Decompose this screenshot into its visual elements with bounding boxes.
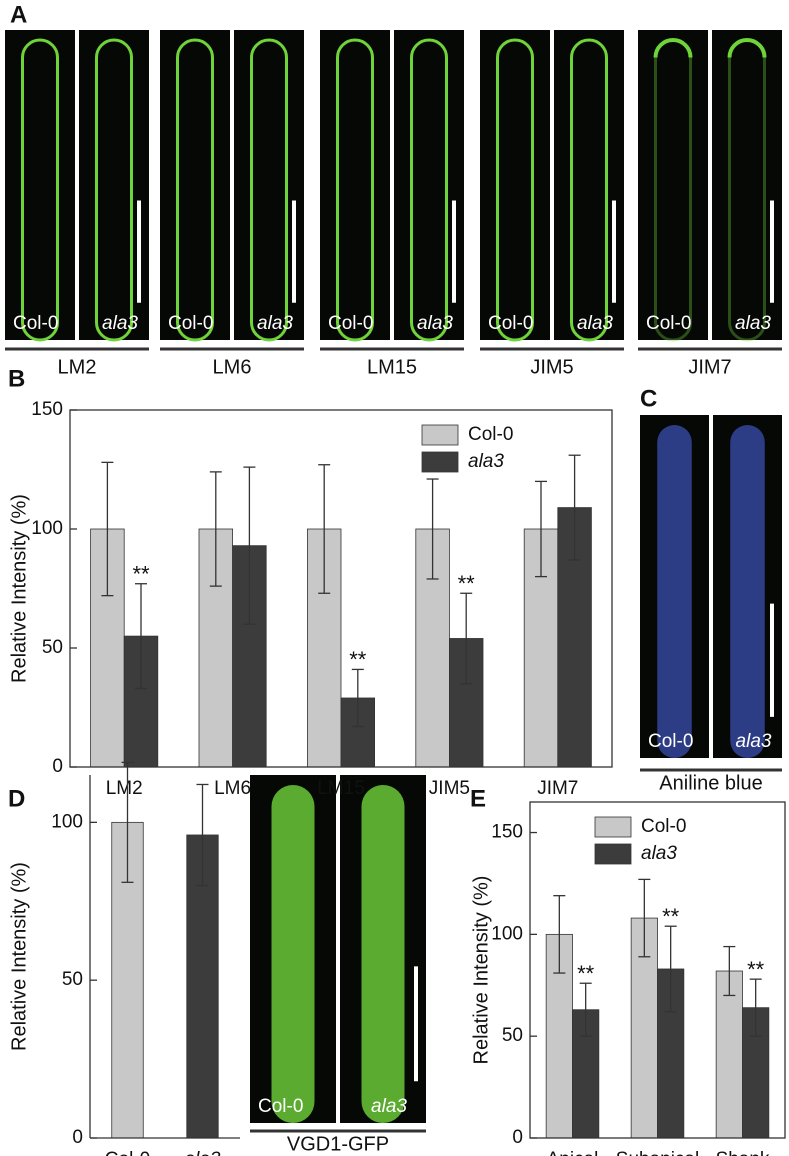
significance-label: ** (662, 904, 680, 929)
legend-swatch (594, 843, 632, 865)
cell-wall (176, 38, 214, 342)
group-label: JIM7 (688, 356, 731, 378)
cell-wall (21, 38, 59, 342)
significance-label: ** (132, 562, 150, 587)
cell-wall (95, 38, 133, 342)
image-label: ala3 (736, 731, 772, 752)
y-tick-label: 150 (491, 822, 523, 843)
panel-label: B (8, 365, 25, 392)
legend-swatch (421, 424, 459, 446)
image-label: Col-0 (258, 1096, 303, 1117)
significance-label: ** (747, 957, 765, 982)
group-label: VGD1-GFP (287, 1133, 389, 1155)
y-tick-label: 0 (512, 1127, 523, 1148)
cell-wall (570, 38, 608, 342)
cell (730, 425, 765, 758)
group-label: LM6 (213, 356, 252, 378)
y-tick-label: 100 (491, 923, 523, 944)
y-axis-title: Relative Intensity (%) (8, 862, 30, 1051)
x-tick-label: JIM7 (537, 778, 578, 799)
y-tick-label: 50 (62, 969, 83, 990)
y-tick-label: 150 (31, 399, 63, 420)
micrograph (320, 30, 390, 340)
image-label: ala3 (371, 1096, 407, 1117)
x-tick-label: ala3 (185, 1149, 221, 1156)
cell (361, 785, 405, 1123)
cell-wall (410, 38, 448, 342)
group-label: LM2 (58, 356, 97, 378)
y-tick-label: 0 (52, 756, 63, 777)
x-tick-label: Shank (716, 1149, 770, 1156)
panel-label: E (470, 785, 486, 812)
panel-label: C (640, 385, 657, 412)
cell-tip (653, 38, 693, 58)
legend-label: Col-0 (641, 816, 686, 837)
y-tick-label: 0 (72, 1127, 83, 1148)
image-label: Col-0 (648, 731, 693, 752)
image-label: Col-0 (168, 313, 213, 334)
micrograph (638, 30, 708, 340)
y-tick-label: 50 (42, 637, 63, 658)
image-label: ala3 (417, 313, 453, 334)
x-tick-label: Subapical (616, 1149, 699, 1156)
group-label: JIM5 (530, 356, 573, 378)
significance-label: ** (577, 961, 595, 986)
image-label: ala3 (735, 313, 771, 334)
cell-wall (250, 38, 288, 342)
significance-label: ** (349, 647, 367, 672)
legend-swatch (421, 451, 459, 473)
micrograph (5, 30, 75, 340)
significance-label: ** (458, 571, 476, 596)
micrograph (480, 30, 550, 340)
cell-wall (496, 38, 534, 342)
y-tick-label: 100 (51, 811, 83, 832)
y-tick-label: 100 (31, 518, 63, 539)
image-label: ala3 (102, 313, 138, 334)
x-tick-label: LM6 (214, 778, 251, 799)
legend-label: ala3 (641, 843, 677, 864)
y-tick-label: 50 (502, 1025, 523, 1046)
image-label: Col-0 (328, 313, 373, 334)
plot-frame (529, 801, 786, 1139)
group-label: LM15 (367, 356, 417, 378)
image-label: Col-0 (646, 313, 691, 334)
plot-frame (69, 409, 613, 768)
image-label: ala3 (577, 313, 613, 334)
image-label: ala3 (257, 313, 293, 334)
cell-wall (336, 38, 374, 342)
x-tick-label: Apical (547, 1149, 599, 1156)
x-tick-label: JIM5 (429, 778, 470, 799)
y-axis-title: Relative Intensity (%) (8, 494, 30, 683)
image-label: Col-0 (13, 313, 58, 334)
image-label: Col-0 (488, 313, 533, 334)
panel-label: A (10, 1, 27, 28)
cell-tip (727, 38, 767, 58)
group-label: Aniline blue (659, 772, 762, 794)
legend-label: Col-0 (468, 424, 513, 445)
cell (271, 785, 315, 1123)
x-tick-label: LM2 (106, 778, 143, 799)
panel-label: D (8, 785, 25, 812)
x-tick-label: LM15 (317, 778, 365, 799)
cell (657, 425, 692, 758)
micrograph (160, 30, 230, 340)
y-axis-title: Relative Intensity (%) (470, 876, 492, 1065)
x-tick-label: Col-0 (105, 1149, 150, 1156)
legend-label: ala3 (468, 451, 504, 472)
legend-swatch (594, 816, 632, 838)
